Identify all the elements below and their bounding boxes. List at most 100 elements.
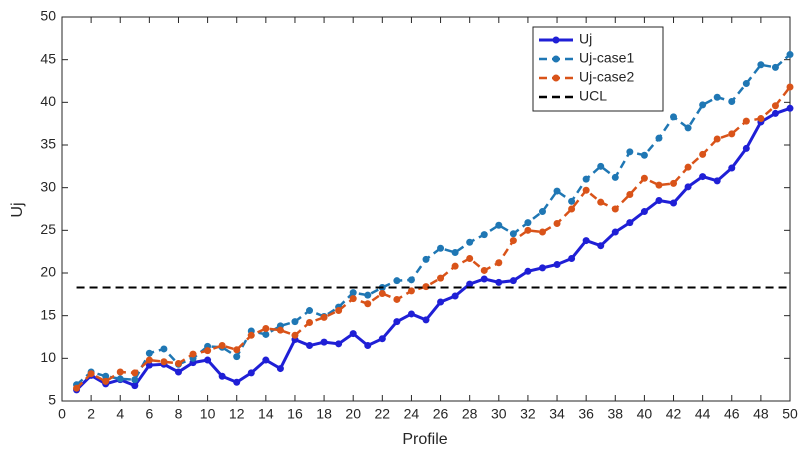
data-point xyxy=(364,291,372,299)
y-tick-label: 15 xyxy=(40,306,56,322)
data-point xyxy=(568,205,576,213)
x-tick-label: 24 xyxy=(404,406,420,422)
data-point xyxy=(538,228,546,236)
data-point xyxy=(451,292,459,300)
data-point xyxy=(611,205,619,213)
data-point xyxy=(684,124,692,132)
data-point xyxy=(233,346,241,354)
data-point xyxy=(262,330,270,338)
y-tick-label: 25 xyxy=(40,221,56,237)
data-point xyxy=(728,164,736,172)
y-axis-label: Uj xyxy=(9,202,26,217)
data-point xyxy=(422,316,430,324)
data-point xyxy=(655,196,663,204)
data-point xyxy=(553,220,561,228)
data-point xyxy=(364,300,372,308)
y-tick-label: 10 xyxy=(40,349,56,365)
x-tick-label: 40 xyxy=(637,406,653,422)
data-point xyxy=(524,226,532,234)
data-point xyxy=(276,365,284,373)
data-point xyxy=(626,148,634,156)
data-point xyxy=(466,254,474,262)
y-tick-label: 30 xyxy=(40,178,56,194)
data-point xyxy=(145,361,153,369)
data-point xyxy=(480,275,488,283)
data-point xyxy=(582,175,590,183)
data-point xyxy=(786,104,794,112)
legend-label: Uj xyxy=(579,31,592,47)
data-point xyxy=(407,287,415,295)
x-tick-label: 16 xyxy=(287,406,303,422)
data-point xyxy=(218,372,226,380)
data-point xyxy=(480,266,488,274)
x-tick-label: 32 xyxy=(520,406,536,422)
x-tick-label: 6 xyxy=(145,406,153,422)
data-point xyxy=(116,368,124,376)
data-point xyxy=(640,174,648,182)
data-point xyxy=(437,298,445,306)
data-point xyxy=(713,93,721,101)
data-point xyxy=(102,377,110,385)
data-point xyxy=(422,255,430,263)
data-point xyxy=(538,264,546,272)
data-point xyxy=(742,117,750,125)
x-tick-label: 20 xyxy=(345,406,361,422)
data-point xyxy=(160,345,168,353)
data-point xyxy=(204,347,212,355)
data-point xyxy=(145,349,153,357)
data-point xyxy=(597,162,605,170)
data-point xyxy=(291,331,299,339)
x-tick-label: 12 xyxy=(229,406,245,422)
data-point xyxy=(335,340,343,348)
data-point xyxy=(320,313,328,321)
data-point xyxy=(538,208,546,216)
y-tick-label: 45 xyxy=(40,50,56,66)
x-tick-label: 30 xyxy=(491,406,507,422)
data-point xyxy=(699,101,707,109)
data-point xyxy=(728,130,736,138)
data-point xyxy=(145,356,153,364)
data-point xyxy=(757,61,765,69)
data-point xyxy=(786,83,794,91)
data-point xyxy=(320,338,328,346)
data-point xyxy=(335,307,343,315)
data-point xyxy=(699,173,707,181)
data-point xyxy=(349,295,357,303)
plot-area xyxy=(61,16,791,402)
data-point xyxy=(262,356,270,364)
data-point xyxy=(713,177,721,185)
x-axis-label: Profile xyxy=(402,431,447,448)
data-point xyxy=(611,228,619,236)
data-point xyxy=(466,238,474,246)
data-point xyxy=(291,318,299,326)
data-point xyxy=(102,372,110,380)
data-point xyxy=(451,249,459,257)
data-point xyxy=(73,384,81,392)
x-tick-label: 46 xyxy=(724,406,740,422)
data-point xyxy=(407,310,415,318)
data-point xyxy=(393,318,401,326)
data-point xyxy=(713,135,721,143)
data-point xyxy=(553,260,561,268)
data-point xyxy=(407,276,415,284)
data-point xyxy=(699,150,707,158)
data-point xyxy=(670,113,678,121)
data-point xyxy=(582,186,590,194)
data-point xyxy=(393,277,401,285)
data-point xyxy=(771,102,779,110)
data-point xyxy=(757,115,765,123)
data-point xyxy=(451,262,459,270)
data-point xyxy=(233,378,241,386)
data-point xyxy=(568,197,576,205)
data-point xyxy=(437,244,445,252)
data-point xyxy=(597,242,605,250)
x-tick-label: 4 xyxy=(116,406,124,422)
data-point xyxy=(174,359,182,367)
data-point xyxy=(437,274,445,282)
data-point xyxy=(495,221,503,229)
data-point xyxy=(160,358,168,366)
data-point xyxy=(306,318,314,326)
data-point xyxy=(204,356,212,364)
data-point xyxy=(131,369,139,377)
